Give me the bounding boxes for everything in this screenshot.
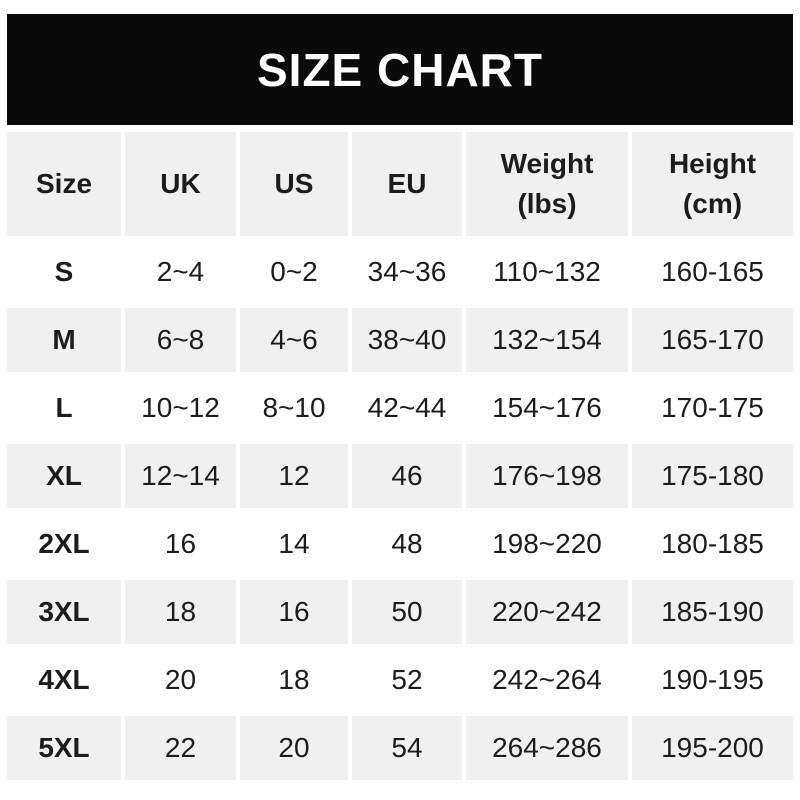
cell-2xl-eu: 48: [352, 512, 462, 576]
size-chart-table: Size UK US EU Weight (lbs) Height (cm) S 2~4 0~2…: [7, 132, 793, 780]
cell-2xl-uk: 16: [125, 512, 236, 576]
cell-l-us: 8~10: [240, 376, 348, 440]
size-row-label-m: M: [7, 308, 121, 372]
cell-4xl-uk: 20: [125, 648, 236, 712]
cell-xl-us: 12: [240, 444, 348, 508]
cell-2xl-us: 14: [240, 512, 348, 576]
cell-m-us: 4~6: [240, 308, 348, 372]
size-row-label-s: S: [7, 240, 121, 304]
size-row-label-xl: XL: [7, 444, 121, 508]
cell-xl-eu: 46: [352, 444, 462, 508]
cell-l-height-cm: 170-175: [632, 376, 793, 440]
column-header-us: US: [240, 132, 348, 236]
size-row-label-5xl: 5XL: [7, 716, 121, 780]
cell-5xl-height-cm: 195-200: [632, 716, 793, 780]
cell-5xl-weight-lbs: 264~286: [466, 716, 628, 780]
cell-xl-uk: 12~14: [125, 444, 236, 508]
size-row-label-4xl: 4XL: [7, 648, 121, 712]
column-header-size: Size: [7, 132, 121, 236]
column-header-height-cm: Height (cm): [632, 132, 793, 236]
cell-5xl-us: 20: [240, 716, 348, 780]
cell-l-weight-lbs: 154~176: [466, 376, 628, 440]
cell-m-eu: 38~40: [352, 308, 462, 372]
size-row-label-l: L: [7, 376, 121, 440]
column-header-weight-lbs: Weight (lbs): [466, 132, 628, 236]
size-row-label-2xl: 2XL: [7, 512, 121, 576]
cell-m-weight-lbs: 132~154: [466, 308, 628, 372]
cell-3xl-uk: 18: [125, 580, 236, 644]
column-header-uk: UK: [125, 132, 236, 236]
cell-3xl-eu: 50: [352, 580, 462, 644]
cell-4xl-eu: 52: [352, 648, 462, 712]
cell-xl-weight-lbs: 176~198: [466, 444, 628, 508]
cell-m-uk: 6~8: [125, 308, 236, 372]
cell-l-eu: 42~44: [352, 376, 462, 440]
column-header-eu: EU: [352, 132, 462, 236]
size-row-label-3xl: 3XL: [7, 580, 121, 644]
cell-5xl-uk: 22: [125, 716, 236, 780]
cell-s-weight-lbs: 110~132: [466, 240, 628, 304]
cell-l-uk: 10~12: [125, 376, 236, 440]
cell-3xl-weight-lbs: 220~242: [466, 580, 628, 644]
cell-s-eu: 34~36: [352, 240, 462, 304]
cell-4xl-weight-lbs: 242~264: [466, 648, 628, 712]
page-title: SIZE CHART: [257, 43, 543, 96]
cell-4xl-height-cm: 190-195: [632, 648, 793, 712]
cell-s-uk: 2~4: [125, 240, 236, 304]
cell-2xl-height-cm: 180-185: [632, 512, 793, 576]
cell-xl-height-cm: 175-180: [632, 444, 793, 508]
cell-s-us: 0~2: [240, 240, 348, 304]
size-chart-banner: SIZE CHART: [7, 14, 793, 125]
cell-3xl-height-cm: 185-190: [632, 580, 793, 644]
cell-5xl-eu: 54: [352, 716, 462, 780]
cell-s-height-cm: 160-165: [632, 240, 793, 304]
cell-3xl-us: 16: [240, 580, 348, 644]
cell-2xl-weight-lbs: 198~220: [466, 512, 628, 576]
cell-m-height-cm: 165-170: [632, 308, 793, 372]
cell-4xl-us: 18: [240, 648, 348, 712]
